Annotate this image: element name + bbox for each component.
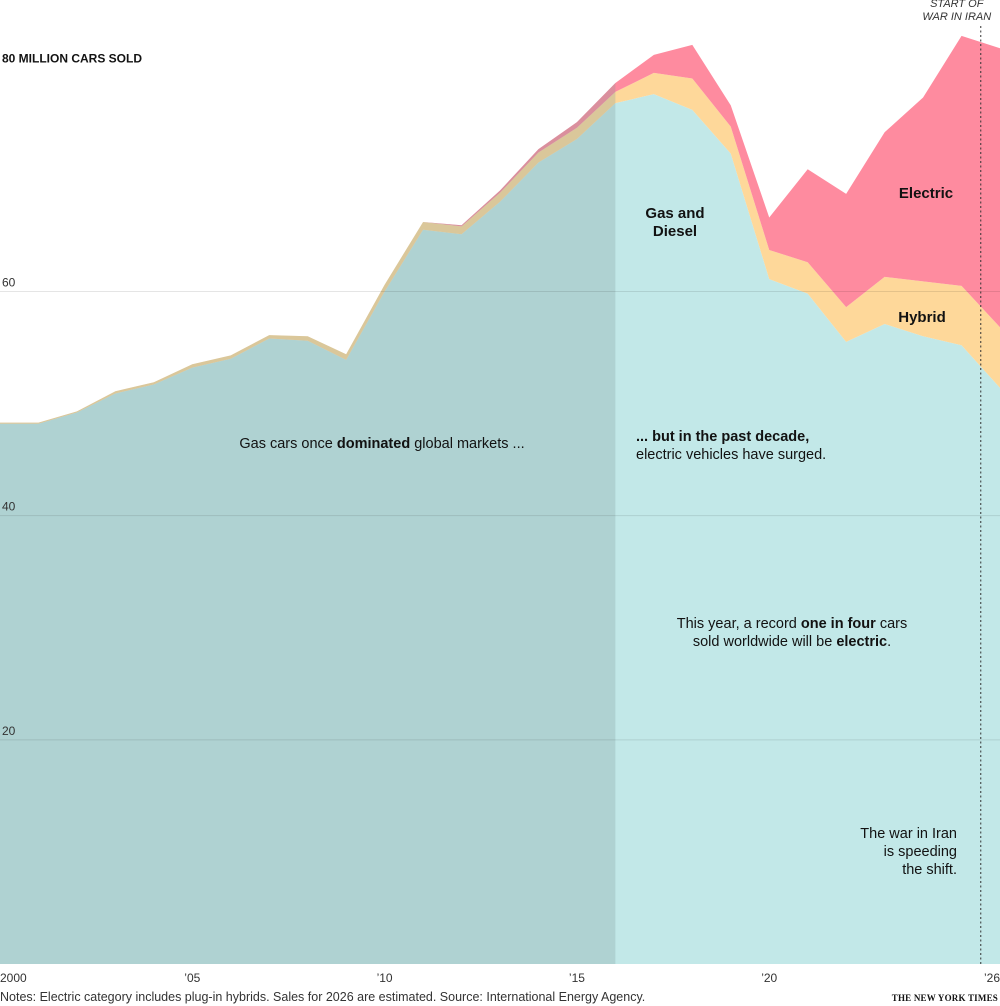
y-axis-title: 80 MILLION CARS SOLD xyxy=(2,51,142,65)
x-tick-2005: ’05 xyxy=(184,971,200,985)
annotation-3-line: sold worldwide will be electric. xyxy=(693,634,891,650)
annotation-bold-text: ... but in the past decade, xyxy=(636,429,809,445)
annotation-3-line: This year, a record one in four cars xyxy=(677,616,907,632)
annotation-bold-text: dominated xyxy=(337,436,410,452)
gridlines xyxy=(0,290,1000,741)
annotation-bold-text: one in four xyxy=(801,616,876,632)
annotation-text: . xyxy=(887,634,891,650)
y-tick-20: 20 xyxy=(2,724,16,738)
y-axis: 20 40 60 80 MILLION CARS SOLD xyxy=(2,51,142,738)
source-notes: Notes: Electric category includes plug-i… xyxy=(0,990,645,1004)
annotation-text: global markets ... xyxy=(410,436,524,452)
annotation-bold-text: electric xyxy=(836,634,887,650)
annotation-text: Gas cars once xyxy=(239,436,337,452)
x-axis: 2000 ’05 ’10 ’15 ’20 ’26 xyxy=(0,971,1000,985)
y-tick-40: 40 xyxy=(2,500,16,514)
annotation-text: is speeding xyxy=(884,844,957,860)
x-tick-2020: ’20 xyxy=(761,971,777,985)
area-gas-and-diesel xyxy=(0,94,1000,964)
credit: THE NEW YORK TIMES xyxy=(892,993,998,1003)
event-label-line: START OF xyxy=(930,0,985,10)
annotation-text: sold worldwide will be xyxy=(693,634,836,650)
x-tick-2015: ’15 xyxy=(569,971,585,985)
x-tick-2000: 2000 xyxy=(0,971,27,985)
series-label-gas-and-diesel: Gas and xyxy=(645,205,704,222)
annotation-1-line: Gas cars once dominated global markets .… xyxy=(239,436,524,452)
annotation-text: the shift. xyxy=(902,862,957,878)
annotation-text: This year, a record xyxy=(677,616,801,632)
annotation-2-line: ... but in the past decade, xyxy=(636,429,809,445)
area-electric xyxy=(0,35,1000,423)
annotation-text: electric vehicles have surged. xyxy=(636,447,826,463)
series-label-hybrid: Hybrid xyxy=(898,309,946,326)
series-label-gas-and-diesel: Diesel xyxy=(653,223,697,240)
annotation-4-line: The war in Iran xyxy=(860,826,957,842)
series-label-electric: Electric xyxy=(899,185,953,202)
shaded-period xyxy=(0,82,616,964)
annotation-4-line: is speeding xyxy=(884,844,957,860)
series-areas xyxy=(0,35,1000,964)
y-tick-60: 60 xyxy=(2,275,16,289)
x-tick-2026: ’26 xyxy=(984,971,1000,985)
footer: Notes: Electric category includes plug-i… xyxy=(0,990,998,1004)
annotation-text: cars xyxy=(876,616,907,632)
shaded-period-layer xyxy=(0,82,616,964)
annotation-text: The war in Iran xyxy=(860,826,957,842)
annotation-4-line: the shift. xyxy=(902,862,957,878)
annotations: Gas cars once dominated global markets .… xyxy=(239,429,957,878)
annotation-2-line: electric vehicles have surged. xyxy=(636,447,826,463)
x-tick-2010: ’10 xyxy=(377,971,393,985)
event-label-line: WAR IN IRAN xyxy=(922,11,991,23)
